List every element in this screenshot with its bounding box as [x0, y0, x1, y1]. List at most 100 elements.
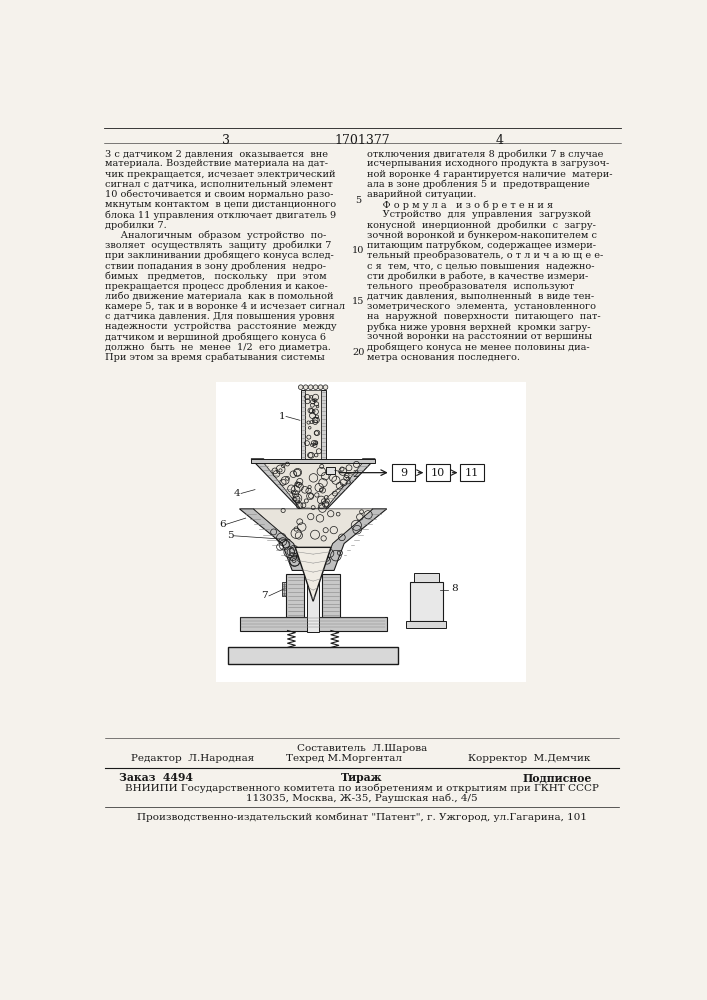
Bar	[282, 582, 286, 596]
Text: зволяет  осуществлять  защиту  дробилки 7: зволяет осуществлять защиту дробилки 7	[105, 241, 332, 250]
Text: камере 5, так и в воронке 4 и исчезает сигнал: камере 5, так и в воронке 4 и исчезает с…	[105, 302, 346, 311]
Text: ной воронке 4 гарантируется наличие  матери-: ной воронке 4 гарантируется наличие мате…	[368, 170, 613, 179]
Text: тельный преобразователь, о т л и ч а ю щ е е-: тельный преобразователь, о т л и ч а ю щ…	[368, 251, 604, 260]
Text: рубка ниже уровня верхней  кромки загру-: рубка ниже уровня верхней кромки загру-	[368, 322, 591, 332]
Text: с датчика давления. Для повышения уровня: с датчика давления. Для повышения уровня	[105, 312, 335, 321]
Text: Подписное: Подписное	[522, 772, 592, 783]
Circle shape	[298, 385, 303, 389]
Text: бимых   предметов,   поскольку   при  этом: бимых предметов, поскольку при этом	[105, 271, 327, 281]
Text: 11: 11	[465, 468, 479, 478]
Polygon shape	[322, 574, 340, 617]
Bar	[325, 466, 335, 474]
Text: тельного  преобразователя  используют: тельного преобразователя используют	[368, 281, 575, 291]
Polygon shape	[325, 459, 375, 509]
Bar	[414, 573, 438, 582]
Polygon shape	[322, 509, 387, 570]
Polygon shape	[300, 389, 305, 459]
Text: с я  тем, что, с целью повышения  надежно-: с я тем, что, с целью повышения надежно-	[368, 261, 595, 270]
Text: при заклинивании дробящего конуса вслед-: при заклинивании дробящего конуса вслед-	[105, 251, 334, 260]
Text: Устройство  для  управления  загрузкой: Устройство для управления загрузкой	[368, 210, 591, 219]
Text: 3 с датчиком 2 давления  оказывается  вне: 3 с датчиком 2 давления оказывается вне	[105, 149, 329, 158]
Text: 9: 9	[400, 468, 407, 478]
Text: 4: 4	[495, 134, 503, 147]
Text: исчерпывания исходного продукта в загрузоч-: исчерпывания исходного продукта в загруз…	[368, 159, 609, 168]
Text: чик прекращается, исчезает электрический: чик прекращается, исчезает электрический	[105, 170, 336, 179]
Polygon shape	[286, 574, 304, 617]
Text: либо движение материала  как в помольной: либо движение материала как в помольной	[105, 292, 334, 301]
Text: 5: 5	[355, 196, 361, 205]
Text: 6: 6	[219, 520, 226, 529]
Text: Тираж: Тираж	[341, 772, 382, 783]
Text: датчиком и вершиной дробящего конуса 6: датчиком и вершиной дробящего конуса 6	[105, 332, 327, 342]
Text: 15: 15	[352, 297, 364, 306]
Text: датчик давления, выполненный  в виде тен-: датчик давления, выполненный в виде тен-	[368, 292, 595, 301]
Text: зочной воронки на расстоянии от вершины: зочной воронки на расстоянии от вершины	[368, 332, 592, 341]
Polygon shape	[251, 459, 300, 509]
Text: ала в зоне дробления 5 и  предотвращение: ала в зоне дробления 5 и предотвращение	[368, 180, 590, 189]
Text: Редактор  Л.Народная: Редактор Л.Народная	[131, 754, 255, 763]
Text: 7: 7	[261, 591, 268, 600]
Bar	[460, 464, 484, 481]
Text: Производственно-издательский комбинат "Патент", г. Ужгород, ул.Гагарина, 101: Производственно-издательский комбинат "П…	[137, 812, 587, 822]
Text: должно  быть  не  менее  1/2  его диаметра.: должно быть не менее 1/2 его диаметра.	[105, 342, 332, 352]
Text: дробилки 7.: дробилки 7.	[105, 220, 167, 230]
Text: на  наружной  поверхности  питающего  пат-: на наружной поверхности питающего пат-	[368, 312, 601, 321]
Bar	[410, 582, 443, 620]
Text: 20: 20	[352, 348, 364, 357]
Text: 3: 3	[221, 134, 230, 147]
Bar	[426, 464, 450, 481]
Polygon shape	[228, 647, 398, 664]
Text: 4: 4	[234, 489, 240, 498]
Text: зометрического  элемента,  установленного: зометрического элемента, установленного	[368, 302, 597, 311]
Circle shape	[303, 385, 308, 389]
Text: материала. Воздействие материала на дат-: материала. Воздействие материала на дат-	[105, 159, 329, 168]
Text: 3: 3	[345, 477, 351, 486]
Text: метра основания последнего.: метра основания последнего.	[368, 353, 520, 362]
Bar	[406, 620, 446, 628]
Text: питающим патрубком, содержащее измери-: питающим патрубком, содержащее измери-	[368, 241, 597, 250]
Polygon shape	[240, 509, 304, 570]
Text: Составитель  Л.Шарова: Составитель Л.Шарова	[297, 744, 427, 753]
Text: 2: 2	[352, 470, 359, 479]
Bar	[216, 382, 526, 682]
Text: аварийной ситуации.: аварийной ситуации.	[368, 190, 477, 199]
Text: 8: 8	[451, 584, 457, 593]
Text: 113035, Москва, Ж-35, Раушская наб., 4/5: 113035, Москва, Ж-35, Раушская наб., 4/5	[246, 794, 478, 803]
Polygon shape	[296, 547, 331, 601]
Polygon shape	[264, 463, 363, 509]
Text: блока 11 управления отключает двигатель 9: блока 11 управления отключает двигатель …	[105, 210, 337, 220]
Text: мкнутым контактом  в цепи дистанционного: мкнутым контактом в цепи дистанционного	[105, 200, 337, 209]
Circle shape	[323, 385, 328, 389]
Text: ВНИИПИ Государственного комитета по изобретениям и открытиям при ГКНТ СССР: ВНИИПИ Государственного комитета по изоб…	[125, 784, 599, 793]
Polygon shape	[321, 389, 325, 459]
Text: зочной воронкой и бункером-накопителем с: зочной воронкой и бункером-накопителем с	[368, 231, 597, 240]
Polygon shape	[253, 509, 373, 570]
Text: 1701377: 1701377	[334, 134, 390, 147]
Text: отключения двигателя 8 дробилки 7 в случае: отключения двигателя 8 дробилки 7 в случ…	[368, 149, 604, 159]
Text: 10 обесточивается и своим нормально разо-: 10 обесточивается и своим нормально разо…	[105, 190, 334, 199]
Text: Аналогичным  образом  устройство  по-: Аналогичным образом устройство по-	[105, 231, 327, 240]
Circle shape	[318, 385, 323, 389]
Polygon shape	[240, 617, 387, 631]
Text: 5: 5	[227, 531, 233, 540]
Text: Заказ  4494: Заказ 4494	[119, 772, 193, 783]
Polygon shape	[305, 389, 321, 459]
Polygon shape	[307, 547, 320, 632]
Text: Ф о р м у л а   и з о б р е т е н и я: Ф о р м у л а и з о б р е т е н и я	[368, 200, 554, 210]
Text: 10: 10	[352, 246, 364, 255]
Text: сигнал с датчика, исполнительный элемент: сигнал с датчика, исполнительный элемент	[105, 180, 333, 189]
Text: Корректор  М.Демчик: Корректор М.Демчик	[468, 754, 590, 763]
Text: дробящего конуса не менее половины диа-: дробящего конуса не менее половины диа-	[368, 342, 590, 352]
Circle shape	[313, 385, 318, 389]
Bar	[392, 464, 416, 481]
Text: сти дробилки в работе, в качестве измери-: сти дробилки в работе, в качестве измери…	[368, 271, 589, 281]
Text: При этом за время срабатывания системы: При этом за время срабатывания системы	[105, 353, 325, 362]
Text: прекращается процесс дробления и какое-: прекращается процесс дробления и какое-	[105, 281, 328, 291]
Text: надежности  устройства  расстояние  между: надежности устройства расстояние между	[105, 322, 337, 331]
Text: 1: 1	[279, 412, 286, 421]
Text: ствии попадания в зону дробления  недро-: ствии попадания в зону дробления недро-	[105, 261, 327, 271]
Polygon shape	[251, 459, 375, 463]
Circle shape	[308, 385, 313, 389]
Text: конусной  инерционной  дробилки  с  загру-: конусной инерционной дробилки с загру-	[368, 220, 596, 230]
Text: Техред М.Моргентал: Техред М.Моргентал	[286, 754, 402, 763]
